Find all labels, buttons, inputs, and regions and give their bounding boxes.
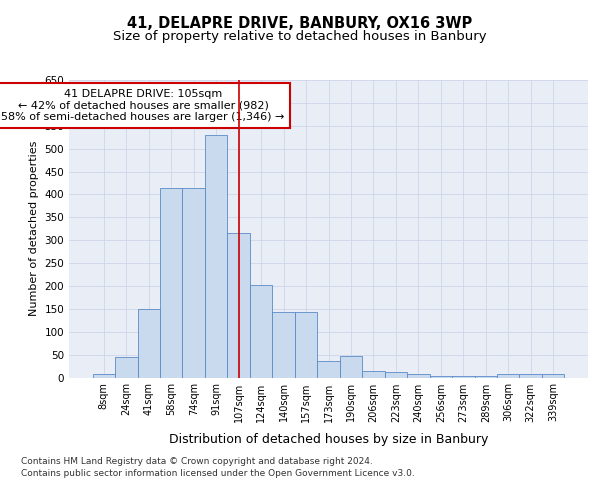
- X-axis label: Distribution of detached houses by size in Banbury: Distribution of detached houses by size …: [169, 433, 488, 446]
- Bar: [272, 312, 295, 378]
- Text: Contains HM Land Registry data © Crown copyright and database right 2024.: Contains HM Land Registry data © Crown c…: [21, 457, 373, 466]
- Bar: [340, 356, 362, 378]
- Bar: [160, 188, 182, 378]
- Bar: [227, 234, 250, 378]
- Text: 41, DELAPRE DRIVE, BANBURY, OX16 3WP: 41, DELAPRE DRIVE, BANBURY, OX16 3WP: [127, 16, 473, 32]
- Bar: [137, 309, 160, 378]
- Bar: [205, 135, 227, 378]
- Bar: [317, 362, 340, 378]
- Bar: [92, 374, 115, 378]
- Bar: [430, 376, 452, 378]
- Bar: [385, 372, 407, 378]
- Bar: [115, 357, 137, 378]
- Bar: [452, 376, 475, 378]
- Bar: [362, 370, 385, 378]
- Text: Contains public sector information licensed under the Open Government Licence v3: Contains public sector information licen…: [21, 469, 415, 478]
- Bar: [497, 374, 520, 378]
- Y-axis label: Number of detached properties: Number of detached properties: [29, 141, 39, 316]
- Bar: [407, 374, 430, 378]
- Text: Size of property relative to detached houses in Banbury: Size of property relative to detached ho…: [113, 30, 487, 43]
- Bar: [475, 376, 497, 378]
- Bar: [520, 374, 542, 378]
- Text: 41 DELAPRE DRIVE: 105sqm
← 42% of detached houses are smaller (982)
58% of semi-: 41 DELAPRE DRIVE: 105sqm ← 42% of detach…: [1, 89, 285, 122]
- Bar: [182, 188, 205, 378]
- Bar: [250, 284, 272, 378]
- Bar: [542, 374, 565, 378]
- Bar: [295, 312, 317, 378]
